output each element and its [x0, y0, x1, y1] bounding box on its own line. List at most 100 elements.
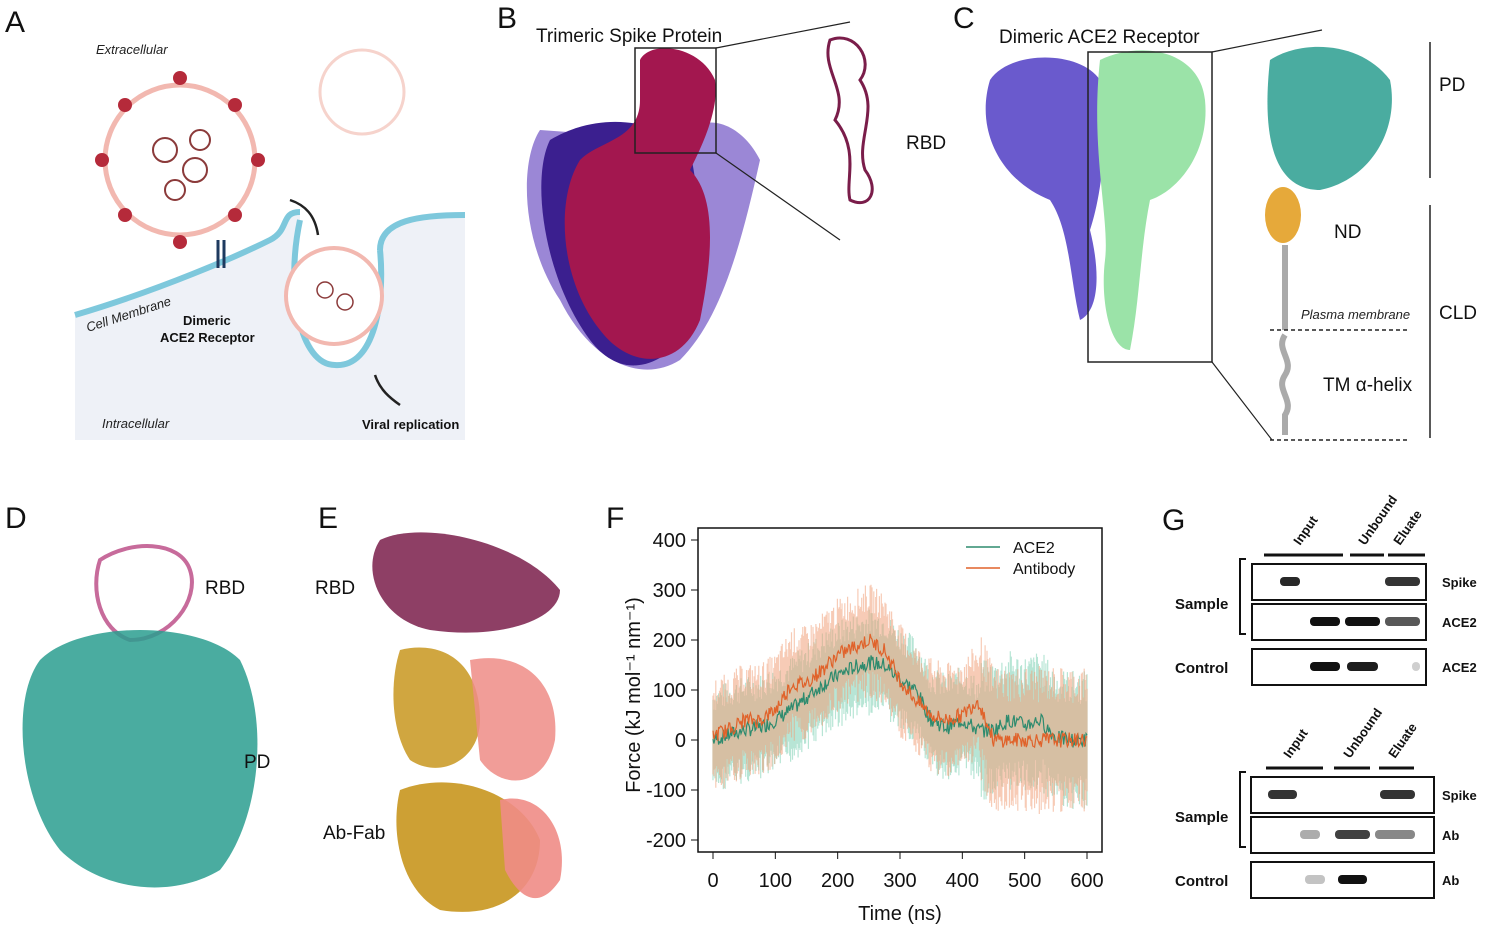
row-label: ACE2 [1442, 615, 1477, 630]
panel-g: G Input UnboundEluateSpikeACE2ACE2SampleC… [1162, 492, 1477, 899]
blot-band [1335, 830, 1370, 839]
pd-ribbon [22, 630, 258, 888]
x-tick-label: 0 [707, 870, 718, 892]
y-tick-label: 0 [675, 730, 686, 752]
blot-band [1305, 875, 1325, 884]
control-label: Control [1175, 660, 1228, 677]
panel-label-c: C [953, 2, 975, 35]
cell-membrane [74, 209, 301, 318]
rbd-label: RBD [205, 578, 245, 599]
sample-bracket [1239, 771, 1246, 848]
lane-label: Input [1280, 726, 1311, 761]
legend-label: ACE2 [1013, 540, 1055, 557]
blot-band [1338, 875, 1367, 884]
plasma-membrane-label: Plasma membrane [1301, 307, 1410, 322]
tm-helix-label: TM α-helix [1323, 375, 1413, 396]
fab-heavy-ribbon [393, 647, 480, 768]
endocytosed-virus-icon [284, 246, 384, 346]
receptor-label: ACE2 Receptor [160, 330, 255, 345]
cell-interior [75, 212, 465, 440]
y-tick-label: 400 [653, 530, 686, 552]
x-tick-label: 300 [883, 870, 916, 892]
panel-label-d: D [5, 502, 27, 535]
lane-label: Input [1290, 513, 1321, 548]
rbd-ribbon [94, 544, 194, 643]
x-tick-label: 600 [1070, 870, 1103, 892]
faded-virus-icon [318, 48, 406, 136]
blot-band [1375, 830, 1415, 839]
blot-band [1300, 830, 1320, 839]
x-tick-label: 100 [759, 870, 792, 892]
y-tick-label: -200 [646, 830, 686, 852]
pd-label: PD [1439, 75, 1465, 96]
panel-b: B Trimeric Spike Protein RBD [497, 2, 946, 370]
panel-d: D RBD PD [5, 502, 270, 888]
rbd-ribbon [826, 36, 874, 205]
nd-label: ND [1334, 222, 1361, 243]
ace2-surface-b [1097, 50, 1206, 351]
row-label: Spike [1442, 788, 1477, 803]
tm-helix [1279, 245, 1291, 435]
plot-frame [697, 527, 1103, 853]
legend-label: Antibody [1013, 561, 1075, 578]
lane-label: Unbound [1340, 705, 1385, 760]
pd-label: PD [244, 752, 270, 773]
panel-label-a: A [5, 6, 25, 39]
sample-label: Sample [1175, 809, 1228, 826]
blot-band [1347, 662, 1378, 671]
fab-light-ribbon [470, 658, 556, 781]
pd-ribbon [1267, 46, 1392, 190]
blot-band [1412, 662, 1420, 671]
panel-b-title: Trimeric Spike Protein [536, 26, 722, 47]
lane-label: Eluate [1390, 507, 1425, 548]
nd-ribbon [1265, 187, 1301, 243]
arrow-icon [373, 374, 401, 407]
rbd-label: RBD [906, 133, 946, 154]
control-label: Control [1175, 873, 1228, 890]
legend: ACE2 Antibody [966, 540, 1075, 578]
spike-protrusions-icon [95, 71, 265, 249]
series-line-antibody [712, 633, 1088, 749]
blot-band [1310, 662, 1340, 671]
replication-label: Viral replication [362, 417, 459, 432]
arrow-icon [289, 198, 320, 236]
panel-label-b: B [497, 2, 517, 35]
cld-label: CLD [1439, 303, 1477, 324]
panel-f: F 400 300 200 100 0 -100 -200 0 100 200 300 400 500 6… [606, 502, 1104, 925]
blot-band [1310, 617, 1340, 626]
extracellular-label: Extracellular [96, 42, 168, 57]
panel-e: E RBD Ab-Fab [315, 502, 562, 912]
sample-bracket [1239, 558, 1246, 635]
ace2-surface-a [985, 57, 1105, 320]
panel-label-f: F [606, 502, 624, 535]
x-tick-label: 200 [821, 870, 854, 892]
blot-band [1268, 790, 1297, 799]
rbd-ribbon [372, 532, 560, 633]
panel-a: A Extracellular Intracellular Cell Membr… [5, 6, 466, 440]
row-label: Ab [1442, 873, 1459, 888]
panel-label-e: E [318, 502, 338, 535]
y-tick-label: -100 [646, 780, 686, 802]
blot-band [1345, 617, 1380, 626]
x-axis-label: Time (ns) [858, 903, 942, 925]
intracellular-label: Intracellular [102, 416, 170, 431]
panel-c: C Dimeric ACE2 Receptor PD ND CLD Plasma… [953, 2, 1477, 441]
row-label: Ab [1442, 828, 1459, 843]
y-tick-label: 300 [653, 580, 686, 602]
y-axis-label: Force (kJ mol⁻¹ nm⁻¹) [623, 597, 645, 793]
y-tick-label: 200 [653, 630, 686, 652]
lane-label: Eluate [1385, 720, 1420, 761]
blot-band [1385, 617, 1420, 626]
sample-label: Sample [1175, 596, 1228, 613]
row-label: ACE2 [1442, 660, 1477, 675]
abfab-label: Ab-Fab [323, 823, 385, 844]
panel-c-title: Dimeric ACE2 Receptor [999, 27, 1200, 48]
blot-band [1280, 577, 1300, 586]
receptor-label: Dimeric [183, 313, 231, 328]
ace2-receptor-icon [216, 240, 226, 268]
x-tick-label: 400 [946, 870, 979, 892]
rbd-label: RBD [315, 578, 355, 599]
zoom-box [1087, 51, 1213, 363]
y-tick-label: 100 [653, 680, 686, 702]
